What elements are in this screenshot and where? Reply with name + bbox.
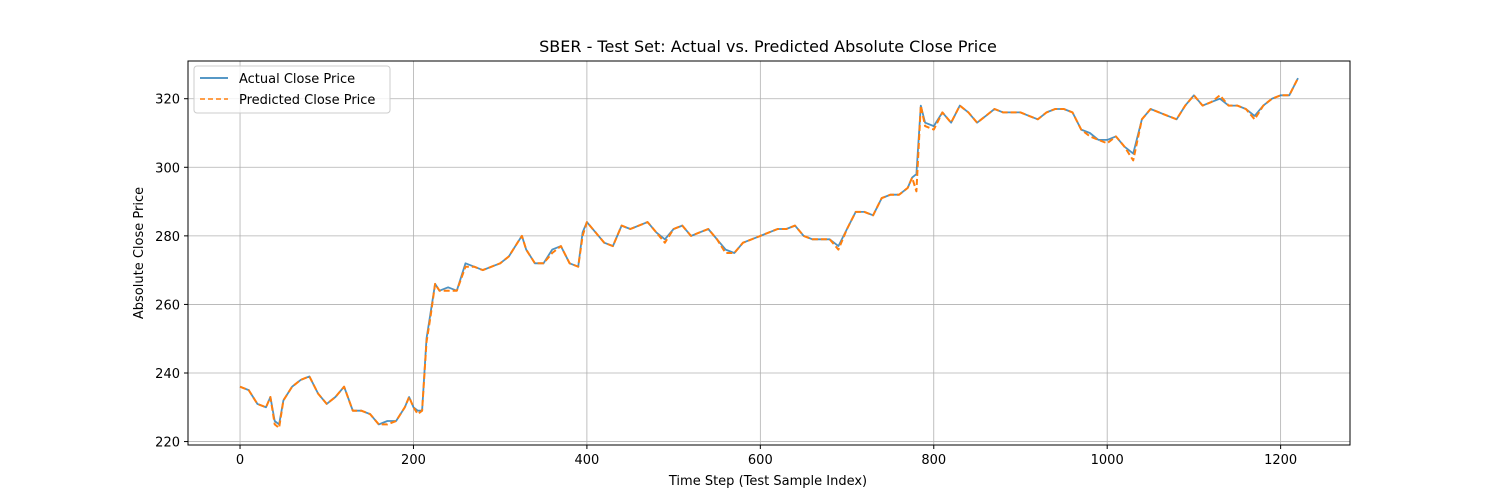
y-tick-label: 240 (155, 367, 180, 382)
legend-label-actual: Actual Close Price (239, 72, 355, 87)
x-tick-label: 1000 (1091, 453, 1124, 468)
series-lines (239, 77, 1299, 429)
axis-ticks: 0 200 400 600 800 1000 1200 220 240 260 280 300 320 (155, 93, 1297, 468)
y-tick-label: 280 (155, 230, 180, 245)
y-axis-label: Absolute Close Price (132, 187, 147, 319)
y-tick-label: 300 (155, 161, 180, 176)
chart-title: SBER - Test Set: Actual vs. Predicted Ab… (539, 37, 997, 56)
x-tick-label: 800 (921, 453, 946, 468)
x-tick-label: 400 (574, 453, 599, 468)
legend-label-predicted: Predicted Close Price (239, 93, 375, 108)
y-tick-label: 260 (155, 298, 180, 313)
y-tick-label: 320 (155, 93, 180, 108)
x-tick-label: 200 (401, 453, 426, 468)
x-tick-label: 0 (236, 453, 244, 468)
x-tick-label: 600 (748, 453, 773, 468)
legend-box (193, 65, 391, 114)
x-tick-label: 1200 (1264, 453, 1297, 468)
grid (188, 61, 1350, 445)
predicted-close-price-line (239, 77, 1299, 429)
actual-close-price-line (239, 77, 1299, 426)
plot-area-frame (187, 60, 1351, 446)
y-tick-label: 220 (155, 436, 180, 451)
legend: Actual Close Price Predicted Close Price (193, 65, 391, 114)
x-axis-label: Time Step (Test Sample Index) (668, 474, 867, 489)
